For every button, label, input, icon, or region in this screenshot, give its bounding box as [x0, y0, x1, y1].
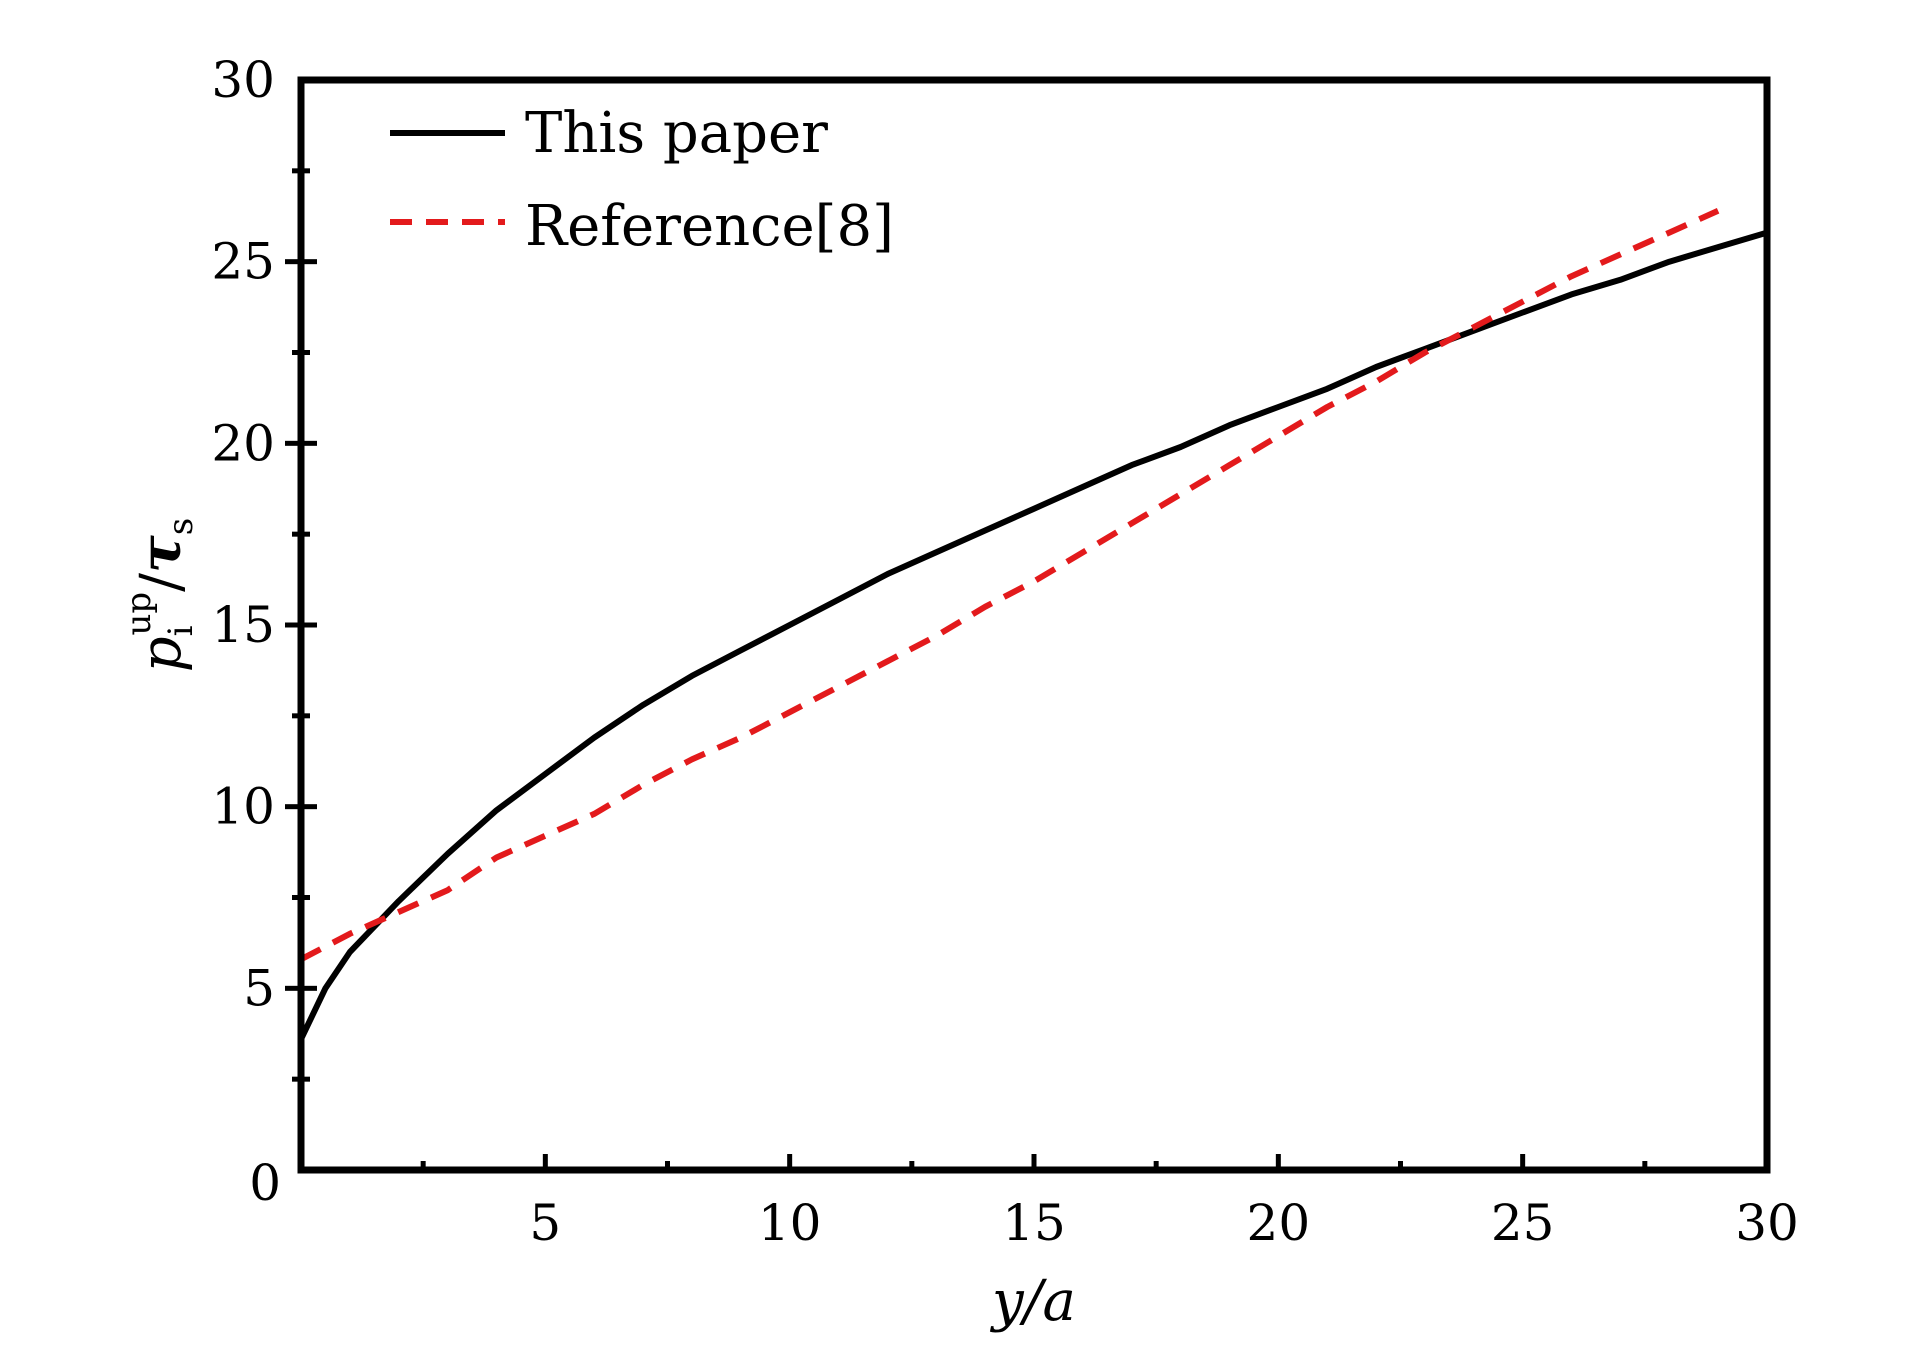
- legend: This paper Reference[8]: [390, 101, 894, 259]
- x-tick-label: 20: [1247, 1194, 1311, 1252]
- y-tick-label: 20: [211, 414, 275, 472]
- y-label-sub: i: [161, 625, 201, 636]
- x-origin-label: 0: [249, 1154, 281, 1212]
- svg-text:piup/τs: piup/τs: [119, 518, 201, 672]
- y-label-tau: τ: [128, 535, 194, 573]
- x-tick-label: 25: [1491, 1194, 1555, 1252]
- y-tick-label: 15: [211, 596, 275, 654]
- series-line-1: [299, 208, 1720, 962]
- y-tick-label: 25: [211, 233, 275, 291]
- y-axis-label: piup/τs: [119, 518, 201, 672]
- x-tick-label: 15: [1002, 1194, 1066, 1252]
- y-tick-label: 30: [211, 51, 275, 109]
- series-line-0: [298, 229, 1768, 1041]
- series-layer: [298, 208, 1768, 1041]
- x-tick-label: 5: [529, 1194, 561, 1252]
- y-label-tau-sub: s: [161, 518, 201, 535]
- x-tick-label: 10: [758, 1194, 822, 1252]
- legend-label-reference: Reference[8]: [525, 194, 894, 259]
- ticks-layer: [285, 168, 1648, 1170]
- y-label-base: p: [129, 636, 194, 672]
- legend-label-this-paper: This paper: [525, 101, 828, 166]
- y-tick-label: 5: [243, 959, 275, 1017]
- x-axis-label: y/a: [989, 1269, 1076, 1334]
- y-tick-label: 10: [211, 778, 275, 836]
- y-label-slash: /: [129, 573, 194, 592]
- y-label-sup: up: [119, 592, 159, 636]
- tick-labels-layer: 5 10 15 20 25 30 0 5 10 15 20 25 30: [211, 51, 1798, 1252]
- plot-frame: [297, 76, 1771, 1174]
- x-tick-label: 30: [1735, 1194, 1799, 1252]
